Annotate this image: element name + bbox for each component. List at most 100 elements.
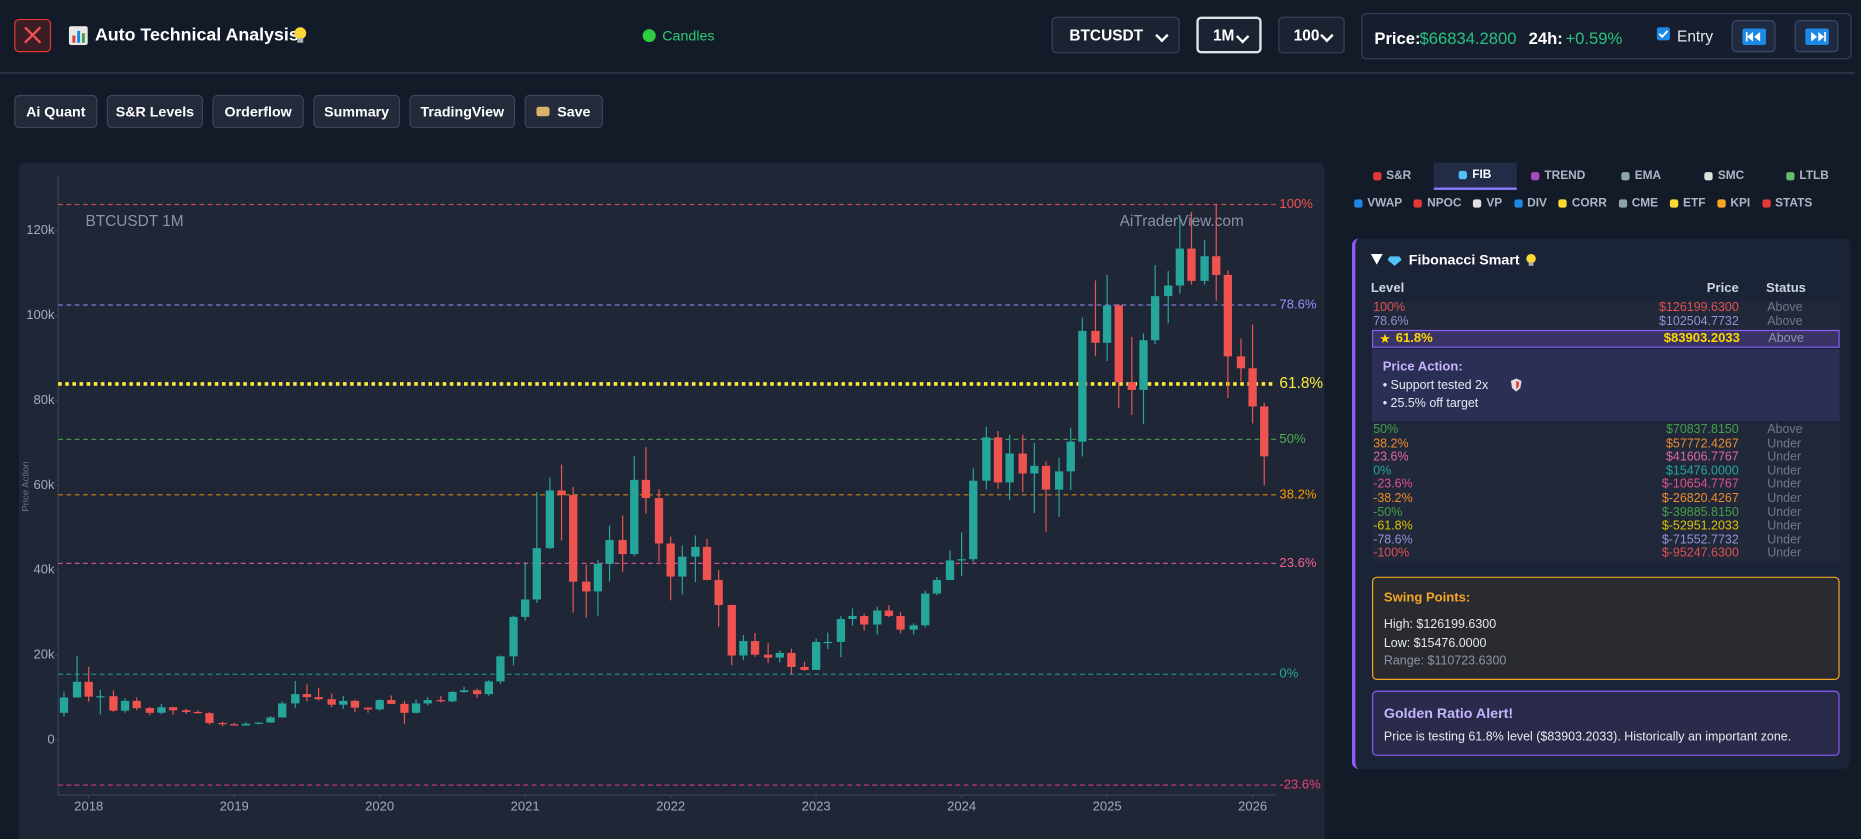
panel-tab[interactable]: SMC	[1683, 163, 1766, 190]
candle-body	[1187, 248, 1196, 281]
panel-tab[interactable]: TREND	[1517, 163, 1600, 190]
next-icon	[1805, 28, 1829, 46]
fib-status: Under	[1767, 491, 1802, 506]
indicator-toggle[interactable]: VWAP	[1354, 197, 1402, 210]
indicator-toggle[interactable]: KPI	[1717, 197, 1750, 210]
fib-level: 38.2%	[1373, 436, 1409, 451]
candle-body	[1078, 330, 1087, 442]
candle-body	[1102, 305, 1112, 343]
candle-body	[993, 437, 1003, 483]
close-button[interactable]	[14, 18, 52, 53]
candle-body	[763, 654, 773, 658]
fib-level: 50%	[1373, 422, 1399, 437]
candle-body	[654, 498, 664, 544]
toolbar-button[interactable]: S&R Levels	[106, 94, 203, 129]
fib-status: Under	[1767, 436, 1802, 451]
fib-title: Fibonacci Smart	[1408, 251, 1520, 269]
candle-body	[969, 480, 978, 560]
fib-price: $102504.7732	[1659, 314, 1739, 329]
indicator-bar: VWAP NPOC VP DIV CORR CME ETF KPI STATS	[1354, 197, 1852, 210]
fib-level: -61.8%	[1373, 518, 1413, 534]
fib-level: -78.6%	[1373, 532, 1413, 547]
fib-status: Under	[1767, 532, 1802, 547]
indicator-toggle[interactable]: STATS	[1762, 197, 1812, 210]
candle-body	[641, 479, 651, 499]
candle-body	[823, 641, 832, 644]
candle-body	[1200, 256, 1209, 281]
candle-body	[1212, 256, 1221, 275]
limit-select[interactable]: 100	[1278, 16, 1345, 54]
fib-row: -23.6% $-10654.7767 Under	[1372, 478, 1840, 493]
indicator-toggle[interactable]: NPOC	[1414, 197, 1461, 210]
candle-body	[1260, 406, 1269, 457]
candle-body	[775, 652, 784, 658]
fib-status: Above	[1767, 300, 1803, 315]
fib-status: Above	[1767, 314, 1803, 329]
x-tick-label: 2026	[1238, 798, 1267, 813]
candle-body	[1005, 453, 1014, 483]
fib-price: $41606.7767	[1665, 449, 1739, 465]
col-price: Price	[1706, 281, 1739, 296]
indicator-icon	[1717, 199, 1726, 208]
candle-body	[884, 610, 894, 617]
indicator-label: NPOC	[1427, 196, 1462, 211]
candle-body	[291, 694, 300, 704]
candle-body	[436, 700, 445, 702]
fib-price: $-39885.8150	[1661, 505, 1739, 520]
indicator-icon	[1669, 199, 1679, 208]
fib-row: 100% $126199.6300 Above	[1372, 301, 1840, 315]
swing-low: Low: $15476.0000	[1383, 636, 1487, 651]
symbol-select[interactable]: BTCUSDT	[1051, 16, 1180, 54]
fib-level: 100%	[1373, 300, 1406, 315]
tab-label: LTLB	[1799, 169, 1829, 183]
candle-body	[350, 700, 360, 708]
panel-tab[interactable]: S&R	[1351, 163, 1434, 190]
toolbar-button[interactable]: TradingView	[409, 94, 516, 129]
indicator-label: STATS	[1775, 196, 1813, 211]
indicator-toggle[interactable]: CME	[1618, 197, 1658, 210]
candle-body	[582, 581, 591, 592]
fib-price: $70837.8150	[1665, 422, 1739, 437]
fib-status: Under	[1767, 505, 1802, 520]
toolbar-button[interactable]: Summary	[313, 94, 400, 129]
toolbar-button[interactable]: Orderflow	[212, 94, 304, 129]
panel-tab[interactable]: EMA	[1600, 163, 1683, 190]
panel-tab[interactable]: LTLB	[1766, 163, 1849, 190]
swing-range: Range: $110723.6300	[1383, 653, 1507, 669]
candle-body	[982, 437, 991, 481]
candle-body	[1018, 453, 1027, 474]
col-level: Level	[1370, 281, 1405, 296]
candle-body	[145, 708, 154, 713]
candle-body	[800, 666, 809, 670]
tab-label: SMC	[1717, 169, 1745, 183]
y-tick-label: 100k	[26, 307, 55, 322]
candle-body	[557, 490, 566, 496]
toolbar-button[interactable]: Ai Quant	[14, 94, 98, 129]
prev-button[interactable]	[1731, 20, 1776, 53]
next-button[interactable]	[1794, 20, 1839, 53]
indicator-toggle[interactable]: ETF	[1669, 196, 1706, 211]
entry-checkbox[interactable]	[1656, 27, 1670, 41]
button-label: Save	[557, 103, 591, 120]
panel-tab[interactable]: FIB	[1433, 162, 1517, 190]
fib-status: Under	[1767, 546, 1802, 561]
fib-price: $-95247.6300	[1661, 546, 1739, 561]
candle-body	[218, 722, 227, 725]
indicator-label: ETF	[1683, 196, 1706, 211]
indicator-toggle[interactable]: VP	[1473, 197, 1502, 210]
focus-level: 61.8%	[1395, 331, 1433, 346]
candle-body	[387, 700, 396, 704]
indicator-toggle[interactable]: CORR	[1558, 197, 1607, 210]
alert-text: Price is testing 61.8% level ($83903.203…	[1383, 729, 1792, 745]
fib-row: 78.6% $102504.7732 Above	[1372, 314, 1840, 330]
price-action-title: Price Action:	[1382, 359, 1463, 374]
fib-level: -50%	[1373, 505, 1403, 520]
toolbar-button[interactable]: Save	[524, 94, 603, 129]
candle-body	[630, 479, 639, 555]
swing-box: Swing Points: High: $126199.6300 Low: $1…	[1372, 576, 1840, 680]
interval-select[interactable]: 1M	[1196, 16, 1262, 54]
fib-label: -23.6%	[1279, 777, 1321, 792]
indicator-toggle[interactable]: DIV	[1514, 197, 1547, 210]
chart-panel: BTCUSDT 1M AiTraderView.com Price Action…	[18, 162, 1325, 839]
candle-body	[1041, 465, 1051, 490]
